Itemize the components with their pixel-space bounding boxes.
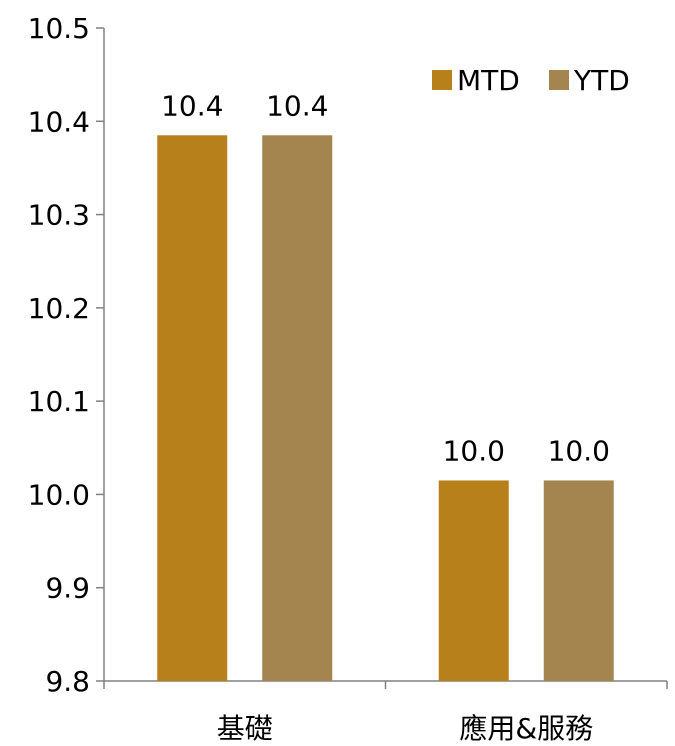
y-tick-label: 10.3 [28,199,90,232]
legend-swatch-mtd [432,70,452,90]
y-tick-label: 10.4 [28,105,90,138]
y-tick-label: 10.2 [28,292,90,325]
x-axis: 基礎 應用&服務 [103,680,668,745]
data-label-ytd-0: 10.4 [266,89,328,122]
y-tick-label: 10.1 [28,385,90,418]
y-tick-label: 9.9 [45,572,90,605]
bar-mtd-1 [438,480,509,681]
y-tick-label: 10.5 [28,12,90,45]
data-label-ytd-1: 10.0 [548,434,610,467]
x-category-label: 基礎 [217,712,273,745]
bars [157,135,614,681]
data-label-mtd-1: 10.0 [443,434,505,467]
legend-label-ytd: YTD [573,64,630,97]
bar-ytd-1 [543,480,614,681]
y-tick-label: 9.8 [45,665,90,698]
data-labels: 10.4 10.4 10.0 10.0 [161,89,610,467]
y-axis: 9.8 9.9 10.0 10.1 10.2 10.3 10.4 10.5 [28,12,105,698]
legend: MTD YTD [432,64,630,97]
legend-swatch-ytd [549,70,569,90]
y-tick-label: 10.0 [28,478,90,511]
data-label-mtd-0: 10.4 [161,89,223,122]
x-category-label: 應用&服務 [459,712,593,745]
legend-label-mtd: MTD [457,64,520,97]
bar-mtd-0 [157,135,228,681]
bar-ytd-0 [262,135,333,681]
